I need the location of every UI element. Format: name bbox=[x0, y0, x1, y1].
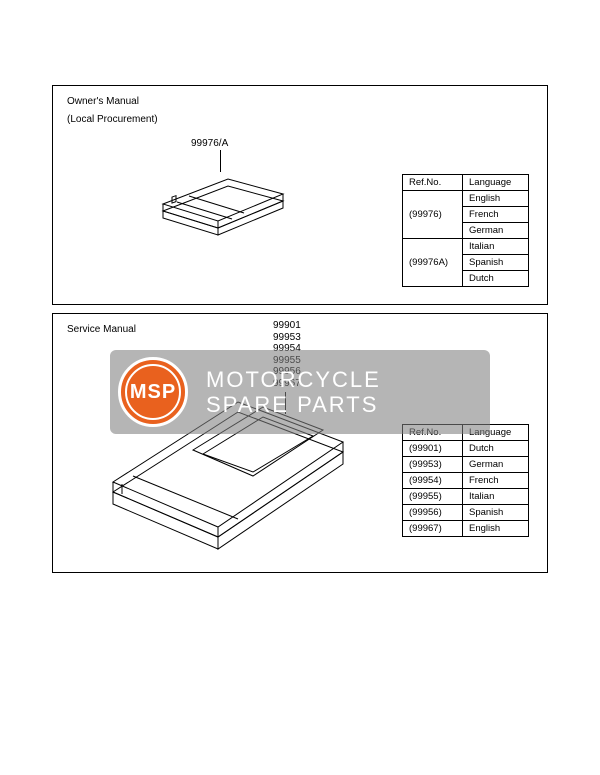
service-manual-panel: Service Manual 99901 99953 99954 99955 9… bbox=[52, 313, 548, 573]
callout: 99953 bbox=[273, 332, 301, 344]
panel-title: Owner's Manual bbox=[67, 96, 139, 107]
table-row: (99901)Dutch bbox=[403, 441, 529, 457]
table-row: (99967)English bbox=[403, 521, 529, 537]
cell-ref: (99901) bbox=[403, 441, 463, 457]
panel-title: Service Manual bbox=[67, 324, 136, 335]
table-row: (99954)French bbox=[403, 473, 529, 489]
cell-lang: English bbox=[463, 191, 529, 207]
table-row: (99956)Spanish bbox=[403, 505, 529, 521]
cell-lang: Italian bbox=[463, 489, 529, 505]
cell-ref: (99953) bbox=[403, 457, 463, 473]
cell-ref: (99967) bbox=[403, 521, 463, 537]
cell-lang: English bbox=[463, 521, 529, 537]
cell-ref: (99956) bbox=[403, 505, 463, 521]
cell-lang: Dutch bbox=[463, 271, 529, 287]
th-ref: Ref.No. bbox=[403, 425, 463, 441]
cell-lang: French bbox=[463, 473, 529, 489]
callout-99976: 99976/A bbox=[191, 138, 228, 149]
owners-manual-panel: Owner's Manual (Local Procurement) 99976… bbox=[52, 85, 548, 305]
callout: 99955 bbox=[273, 355, 301, 367]
cell-lang: Spanish bbox=[463, 255, 529, 271]
cell-ref: (99955) bbox=[403, 489, 463, 505]
owners-manual-book-icon bbox=[153, 156, 273, 216]
cell-lang: German bbox=[463, 457, 529, 473]
diagram-container: Owner's Manual (Local Procurement) 99976… bbox=[52, 85, 548, 573]
table-header-row: Ref.No. Language bbox=[403, 425, 529, 441]
th-lang: Language bbox=[463, 175, 529, 191]
callout: 99954 bbox=[273, 343, 301, 355]
th-ref: Ref.No. bbox=[403, 175, 463, 191]
table-row: (99955)Italian bbox=[403, 489, 529, 505]
owners-manual-table: Ref.No. Language (99976) English French … bbox=[402, 174, 529, 287]
cell-lang: Dutch bbox=[463, 441, 529, 457]
cell-lang: French bbox=[463, 207, 529, 223]
service-manual-book-icon bbox=[98, 372, 318, 532]
cell-lang: Spanish bbox=[463, 505, 529, 521]
th-lang: Language bbox=[463, 425, 529, 441]
callout: 99901 bbox=[273, 320, 301, 332]
cell-ref: (99976) bbox=[403, 191, 463, 239]
service-manual-table: Ref.No. Language (99901)Dutch (99953)Ger… bbox=[402, 424, 529, 537]
table-row: (99976A) Italian bbox=[403, 239, 529, 255]
cell-ref: (99976A) bbox=[403, 239, 463, 287]
table-row: (99976) English bbox=[403, 191, 529, 207]
panel-subtitle: (Local Procurement) bbox=[67, 114, 158, 125]
table-header-row: Ref.No. Language bbox=[403, 175, 529, 191]
cell-lang: German bbox=[463, 223, 529, 239]
table-row: (99953)German bbox=[403, 457, 529, 473]
cell-lang: Italian bbox=[463, 239, 529, 255]
cell-ref: (99954) bbox=[403, 473, 463, 489]
